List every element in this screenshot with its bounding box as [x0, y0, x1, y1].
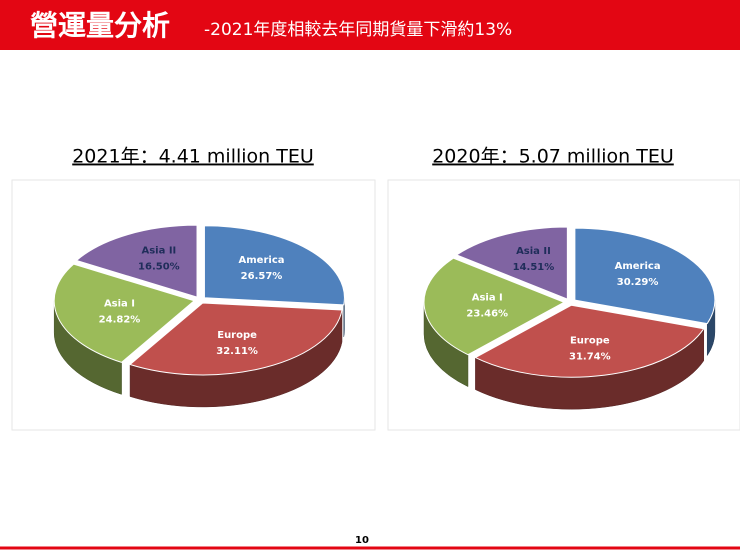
slice-category: Asia II	[516, 246, 551, 257]
slice-value-label: 32.11%	[216, 346, 258, 357]
header-subtitle: -2021年度相較去年同期貨量下滑約13%	[204, 20, 512, 40]
slice	[203, 225, 345, 306]
chart-title: 2020年：5.07 million TEU	[432, 146, 674, 168]
slice	[75, 224, 198, 298]
slice	[455, 226, 568, 300]
header-title: 營運量分析	[30, 9, 170, 42]
slice-value-label: 26.57%	[241, 271, 283, 282]
slice-value-label: 16.50%	[138, 261, 180, 272]
slice-category: America	[239, 255, 285, 266]
slice-value-label: 14.51%	[513, 262, 555, 273]
slice	[129, 302, 343, 376]
page-number: 10	[355, 535, 369, 546]
slice	[423, 257, 566, 356]
slice-value-label: 23.46%	[466, 309, 508, 320]
slice-category: Asia I	[472, 293, 503, 304]
chart-title: 2021年：4.41 million TEU	[72, 146, 314, 168]
slice	[574, 227, 716, 325]
slice-category: Asia I	[104, 299, 135, 310]
slice-category: Europe	[217, 330, 257, 341]
slice	[53, 263, 196, 363]
slice-value-label: 31.74%	[569, 352, 611, 363]
slice-category: Asia II	[141, 245, 176, 256]
slice-category: Europe	[570, 336, 610, 347]
slice-value-label: 30.29%	[617, 277, 659, 288]
header-band	[0, 0, 740, 50]
slice-value-label: 24.82%	[99, 315, 141, 326]
slice-category: America	[615, 261, 661, 272]
slice	[474, 304, 705, 378]
